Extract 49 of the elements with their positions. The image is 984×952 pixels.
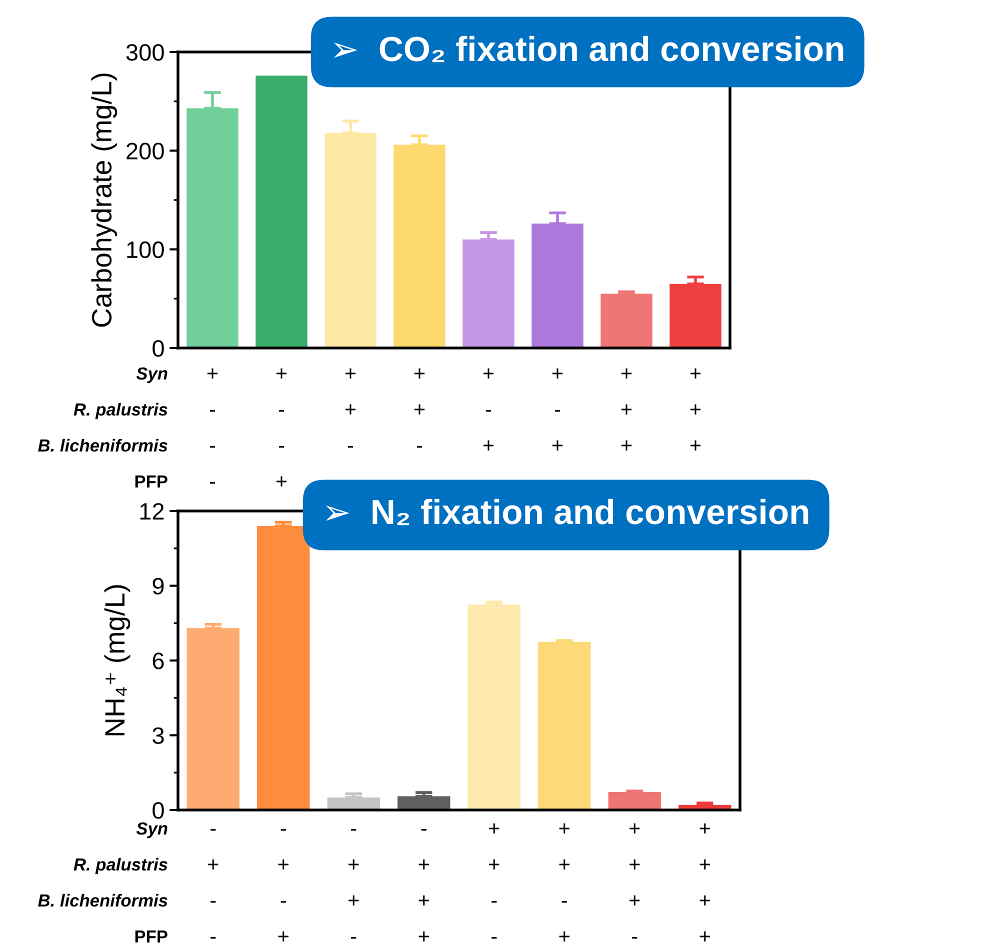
category-label: - + + - [348,829,359,939]
category-label: - + + + [418,829,429,942]
category-label: + + - [345,368,356,448]
y-tick-label: 0 [152,802,164,819]
y-tick-label: 100 [127,241,164,258]
y-tick-label: 9 [152,578,164,595]
y-axis-title: NH₄⁺ (mg/L) [104,585,130,736]
category-label: - + - + [278,829,288,942]
category-label: + + - + [559,823,570,942]
bar [256,76,308,348]
category-label: - + - - [208,829,218,939]
bar [462,239,514,348]
bar [186,628,240,810]
bar [257,526,310,810]
category-label: + + + [690,368,701,451]
bar [670,284,722,348]
category-label: + - - - [207,368,218,484]
chart-title: ➢ N₂ fixation and conversion [326,498,808,526]
bar [532,224,584,348]
text: Syn [136,822,168,838]
category-label: + + - [414,368,425,448]
chart-title: ➢ CO₂ fixation and conversion [334,36,844,62]
y-tick-label: 0 [152,340,164,357]
y-tick-label: 3 [152,727,164,744]
bar [186,108,238,348]
category-label: + + + - [630,823,640,939]
bar [468,604,520,810]
text: PFP [135,930,168,942]
category-label: + - - + [276,368,287,487]
y-axis-title: Carbohydrate (mg/L) [91,74,118,327]
y-tick-label: 200 [126,142,164,160]
category-label: + + - - [489,823,500,939]
category-label: + - + [552,368,563,451]
category-label: + - + [483,368,494,451]
category-label: + + + [621,368,632,451]
bar [600,294,652,348]
bar [394,144,446,348]
y-tick-label: 6 [152,652,164,670]
text: B. licheniformis [38,438,168,452]
y-tick-label: 300 [126,44,164,61]
text: PFP [135,476,168,488]
text: B. licheniformis [38,894,168,907]
y-tick-label: 12 [140,503,164,520]
text: R. palustris [74,858,168,874]
bar [538,642,591,810]
text: Syn [136,367,168,384]
category-label: + + + + [700,823,710,942]
text: R. palustris [74,402,168,420]
bar [324,132,376,348]
